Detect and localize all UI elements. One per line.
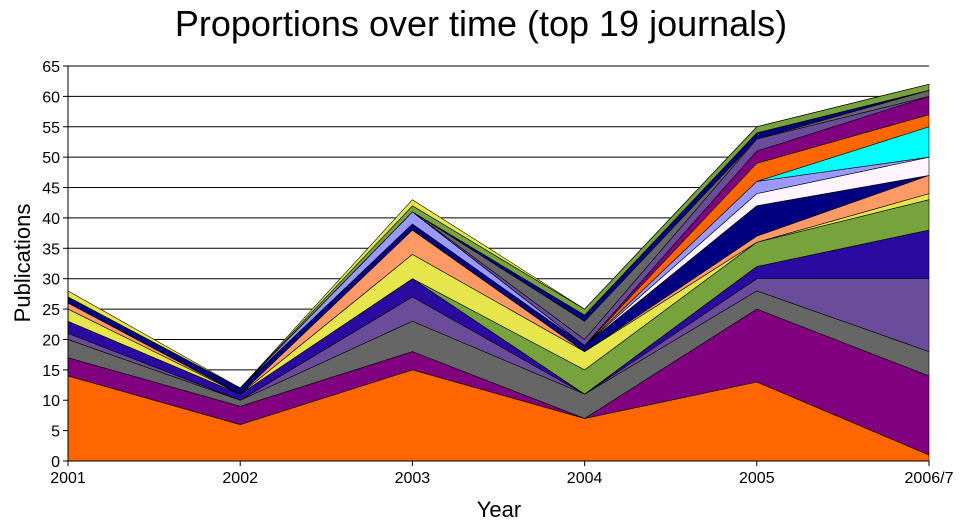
y-tick-label: 10 <box>42 393 60 410</box>
x-tick-label: 2003 <box>395 470 431 487</box>
y-tick-label: 0 <box>51 454 60 471</box>
x-tick-label: 2005 <box>739 470 775 487</box>
x-tick-label: 2004 <box>567 470 603 487</box>
series-area-19 <box>67 83 930 389</box>
y-tick-label: 15 <box>42 363 60 380</box>
y-tick-label: 5 <box>51 424 60 441</box>
stacked-areas <box>67 83 930 462</box>
y-tick-labels: 0 5 10 15 20 25 30 35 40 45 50 55 60 65 <box>42 59 60 471</box>
x-tick-labels: 2001 2002 2003 2004 2005 2006/7 <box>50 470 953 487</box>
x-tick-label: 2001 <box>50 470 86 487</box>
y-tick-label: 55 <box>42 120 60 137</box>
x-tick-label: 2006/7 <box>905 470 954 487</box>
y-tick-label: 60 <box>42 89 60 106</box>
y-tick-label: 45 <box>42 181 60 198</box>
x-axis-label: Year <box>477 497 521 522</box>
y-tick-label: 40 <box>42 211 60 228</box>
y-axis-label: Publications <box>10 204 35 323</box>
y-tick-label: 50 <box>42 150 60 167</box>
x-tick-label: 2002 <box>222 470 258 487</box>
y-tick-label: 30 <box>42 272 60 289</box>
y-tick-label: 25 <box>42 302 60 319</box>
y-tick-label: 20 <box>42 332 60 349</box>
chart-title: Proportions over time (top 19 journals) <box>175 3 787 44</box>
y-tick-label: 65 <box>42 59 60 76</box>
y-tick-label: 35 <box>42 241 60 258</box>
axes <box>63 65 930 466</box>
